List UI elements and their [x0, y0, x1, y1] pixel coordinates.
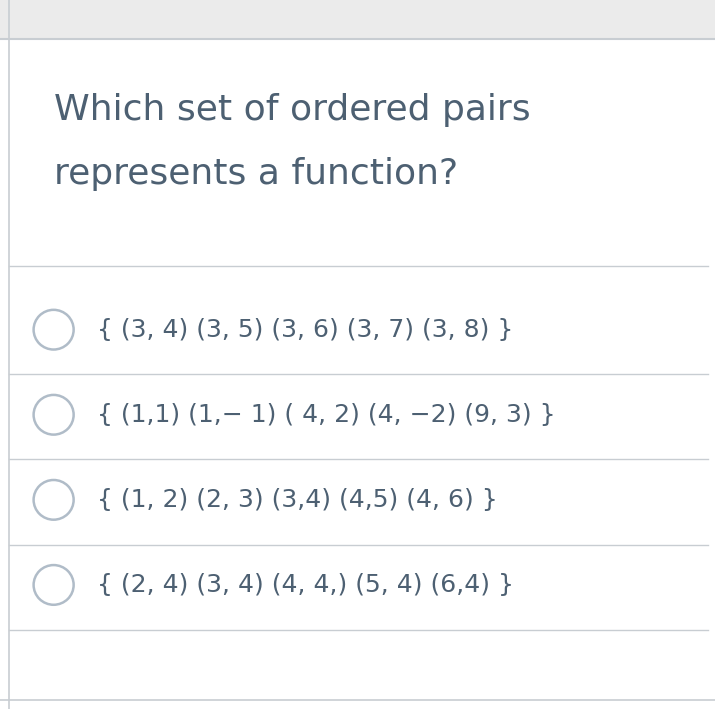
Text: { (1,1) (1,− 1) ( 4, 2) (4, −2) (9, 3) }: { (1,1) (1,− 1) ( 4, 2) (4, −2) (9, 3) }: [97, 403, 555, 427]
Text: { (3, 4) (3, 5) (3, 6) (3, 7) (3, 8) }: { (3, 4) (3, 5) (3, 6) (3, 7) (3, 8) }: [97, 318, 513, 342]
Bar: [0, 0, 715, 39]
Text: represents a function?: represents a function?: [54, 157, 458, 191]
Text: Which set of ordered pairs: Which set of ordered pairs: [54, 93, 531, 127]
Text: { (2, 4) (3, 4) (4, 4,) (5, 4) (6,4) }: { (2, 4) (3, 4) (4, 4,) (5, 4) (6,4) }: [97, 573, 513, 597]
Text: { (1, 2) (2, 3) (3,4) (4,5) (4, 6) }: { (1, 2) (2, 3) (3,4) (4,5) (4, 6) }: [97, 488, 497, 512]
